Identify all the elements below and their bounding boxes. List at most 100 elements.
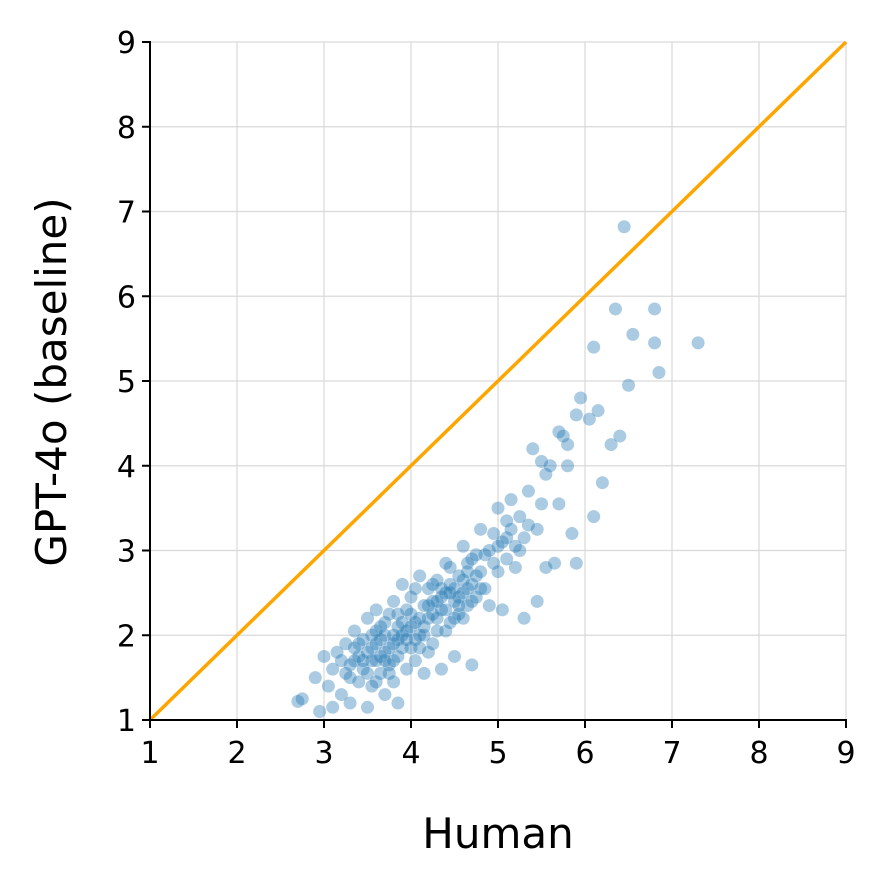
data-point-158 bbox=[352, 637, 366, 651]
data-point-4 bbox=[317, 649, 331, 663]
data-point-159 bbox=[361, 666, 374, 680]
data-point-5 bbox=[321, 679, 335, 693]
data-point-91 bbox=[508, 539, 522, 553]
data-point-67 bbox=[448, 649, 461, 663]
data-point-17 bbox=[352, 675, 366, 689]
data-point-34 bbox=[382, 658, 396, 672]
data-point-62 bbox=[439, 586, 453, 600]
data-point-188 bbox=[500, 531, 514, 545]
data-point-114 bbox=[574, 391, 588, 405]
data-point-135 bbox=[382, 641, 396, 655]
data-point-181 bbox=[456, 611, 470, 625]
data-point-30 bbox=[374, 620, 388, 634]
data-point-173 bbox=[421, 645, 435, 659]
x-tick-label-1: 1 bbox=[140, 736, 159, 771]
data-point-24 bbox=[365, 679, 379, 693]
data-point-143 bbox=[417, 620, 431, 634]
data-point-58 bbox=[430, 573, 444, 587]
data-point-94 bbox=[517, 611, 531, 625]
data-point-31 bbox=[378, 645, 392, 659]
y-tick-labels: 1 2 3 4 5 6 7 8 9 bbox=[117, 26, 136, 739]
data-point-182 bbox=[461, 565, 475, 579]
data-point-117 bbox=[587, 340, 601, 354]
data-point-164 bbox=[382, 666, 396, 680]
data-point-76 bbox=[469, 548, 483, 562]
x-tick-label-3: 3 bbox=[314, 736, 333, 771]
data-point-69 bbox=[452, 607, 466, 621]
data-point-52 bbox=[417, 599, 431, 613]
data-point-35 bbox=[382, 607, 396, 621]
data-point-131 bbox=[365, 641, 379, 655]
data-point-88 bbox=[500, 514, 514, 528]
data-point-97 bbox=[526, 442, 540, 456]
x-tick-label-5: 5 bbox=[488, 736, 507, 771]
data-point-147 bbox=[434, 590, 448, 604]
data-point-112 bbox=[569, 408, 583, 422]
data-point-85 bbox=[491, 501, 505, 515]
data-point-29 bbox=[374, 666, 388, 680]
data-point-155 bbox=[469, 569, 483, 583]
data-point-142 bbox=[413, 611, 427, 625]
data-point-172 bbox=[417, 628, 431, 642]
data-point-27 bbox=[369, 637, 383, 651]
data-point-56 bbox=[426, 637, 440, 651]
data-point-99 bbox=[530, 594, 544, 608]
data-point-96 bbox=[521, 484, 535, 498]
data-point-71 bbox=[456, 539, 470, 553]
y-tick-label-6: 6 bbox=[117, 280, 136, 315]
y-tick-label-8: 8 bbox=[117, 111, 136, 146]
data-point-55 bbox=[421, 582, 435, 596]
data-point-161 bbox=[369, 675, 383, 689]
data-point-149 bbox=[443, 586, 457, 600]
data-point-66 bbox=[448, 594, 461, 608]
data-point-8 bbox=[330, 645, 344, 659]
data-point-162 bbox=[374, 649, 388, 663]
data-point-42 bbox=[395, 628, 409, 642]
data-point-84 bbox=[491, 565, 505, 579]
data-point-160 bbox=[365, 654, 379, 668]
data-point-54 bbox=[421, 611, 435, 625]
data-point-151 bbox=[452, 590, 466, 604]
data-point-104 bbox=[543, 459, 557, 473]
data-point-74 bbox=[465, 577, 479, 591]
identity-reference-line bbox=[148, 40, 848, 722]
axes bbox=[142, 41, 847, 728]
data-point-148 bbox=[439, 603, 453, 617]
data-point-86 bbox=[495, 603, 509, 617]
data-point-157 bbox=[347, 654, 361, 668]
data-point-79 bbox=[474, 522, 488, 536]
data-point-139 bbox=[400, 624, 414, 638]
data-point-87 bbox=[495, 535, 509, 549]
data-point-111 bbox=[565, 527, 579, 541]
x-tick-label-6: 6 bbox=[575, 736, 594, 771]
data-point-44 bbox=[400, 662, 414, 676]
data-point-150 bbox=[448, 582, 461, 596]
data-point-176 bbox=[434, 582, 448, 596]
data-point-60 bbox=[434, 603, 448, 617]
data-point-81 bbox=[482, 544, 496, 557]
data-point-73 bbox=[461, 556, 475, 570]
data-point-51 bbox=[413, 569, 427, 583]
data-point-127 bbox=[648, 336, 662, 350]
data-point-185 bbox=[478, 548, 492, 562]
data-point-186 bbox=[487, 556, 501, 570]
data-point-184 bbox=[474, 582, 488, 596]
data-point-19 bbox=[356, 632, 370, 646]
data-point-40 bbox=[391, 620, 405, 634]
data-point-65 bbox=[443, 577, 457, 591]
data-point-187 bbox=[491, 539, 505, 553]
data-point-138 bbox=[395, 641, 409, 655]
y-tick-label-2: 2 bbox=[117, 619, 136, 654]
data-point-132 bbox=[369, 624, 383, 638]
data-point-121 bbox=[608, 302, 622, 316]
data-point-120 bbox=[604, 438, 618, 452]
data-point-122 bbox=[613, 429, 627, 443]
data-point-63 bbox=[439, 556, 453, 570]
data-point-43 bbox=[395, 577, 409, 591]
y-tick-label-1: 1 bbox=[117, 704, 136, 739]
data-point-9 bbox=[334, 654, 348, 668]
data-point-190 bbox=[513, 544, 527, 557]
data-point-53 bbox=[417, 666, 431, 680]
data-point-109 bbox=[561, 459, 575, 473]
